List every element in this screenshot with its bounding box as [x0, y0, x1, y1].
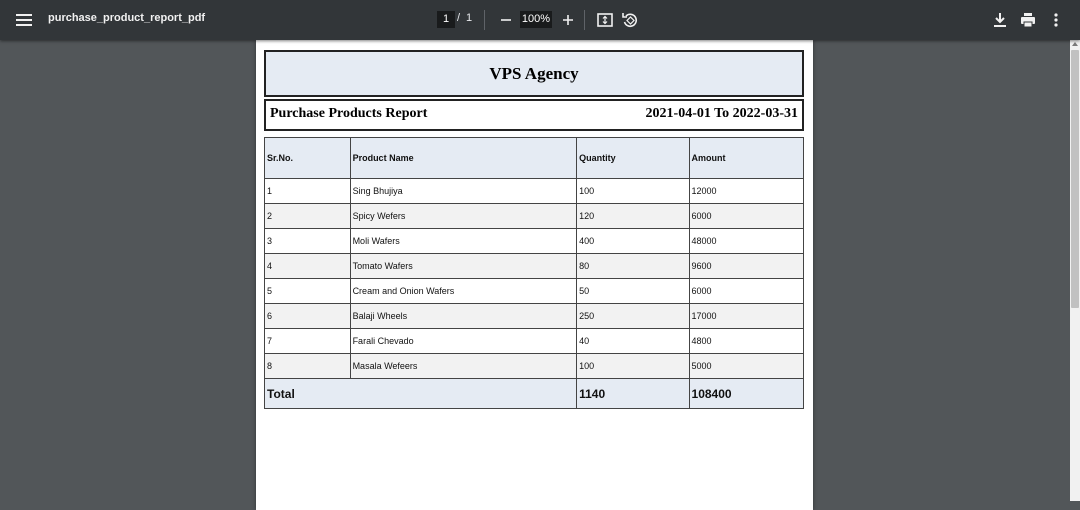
table-cell: 48000	[688, 228, 805, 254]
table-row: 8 Masala Wefeers 100 5000	[264, 353, 805, 379]
zoom-level-input[interactable]: 100%	[520, 11, 552, 28]
toolbar-divider	[484, 10, 485, 30]
table-cell: 2	[264, 203, 351, 229]
column-header: Amount	[688, 137, 805, 179]
table-cell: Masala Wefeers	[349, 353, 578, 379]
table-cell: 250	[576, 303, 690, 329]
purchase-table: Sr.No. Product Name Quantity Amount 1 Si…	[263, 137, 805, 409]
table-cell: 7	[264, 328, 351, 354]
table-cell: 5000	[688, 353, 805, 379]
page-separator: /	[457, 12, 461, 24]
zoom-in-icon[interactable]	[556, 8, 580, 32]
table-cell: 80	[576, 253, 690, 279]
table-cell: Sing Bhujiya	[349, 178, 578, 204]
table-row: 6 Balaji Wheels 250 17000	[264, 303, 805, 329]
table-cell: 4	[264, 253, 351, 279]
company-name: VPS Agency	[264, 50, 804, 97]
table-row: 1 Sing Bhujiya 100 12000	[264, 178, 805, 204]
table-cell: 6000	[688, 203, 805, 229]
more-vert-icon[interactable]	[1044, 8, 1068, 32]
download-icon[interactable]	[988, 8, 1012, 32]
pdf-toolbar: purchase_product_report_pdf 1 / 1 100%	[0, 0, 1080, 40]
page-number-input[interactable]: 1	[437, 11, 455, 28]
toolbar-divider	[584, 10, 585, 30]
report-title: Purchase Products Report	[270, 106, 428, 121]
table-total-row: Total 1140 108400	[263, 378, 805, 409]
total-amount: 108400	[688, 378, 805, 409]
table-cell: 100	[576, 178, 690, 204]
scroll-up-arrow-icon[interactable]	[1072, 42, 1078, 46]
table-cell: Spicy Wefers	[349, 203, 578, 229]
date-range: 2021-04-01 To 2022-03-31	[645, 106, 798, 121]
report-header: Purchase Products Report 2021-04-01 To 2…	[264, 99, 804, 131]
menu-icon[interactable]	[12, 8, 36, 32]
scrollbar-thumb[interactable]	[1071, 50, 1079, 308]
total-quantity: 1140	[576, 378, 690, 409]
table-cell: Farali Chevado	[349, 328, 578, 354]
table-cell: 120	[576, 203, 690, 229]
table-cell: 9600	[688, 253, 805, 279]
table-cell: 12000	[688, 178, 805, 204]
table-cell: 50	[576, 278, 690, 304]
table-row: 3 Moli Wafers 400 48000	[264, 228, 805, 254]
table-cell: 40	[576, 328, 690, 354]
table-row: 5 Cream and Onion Wafers 50 6000	[264, 278, 805, 304]
table-cell: Balaji Wheels	[349, 303, 578, 329]
table-cell: Cream and Onion Wafers	[349, 278, 578, 304]
table-cell: 4800	[688, 328, 805, 354]
table-cell: 17000	[688, 303, 805, 329]
table-cell: Moli Wafers	[349, 228, 578, 254]
column-header: Product Name	[349, 137, 578, 179]
table-row: 7 Farali Chevado 40 4800	[264, 328, 805, 354]
pdf-page: VPS Agency Purchase Products Report 2021…	[256, 40, 813, 510]
print-icon[interactable]	[1016, 8, 1040, 32]
table-cell: 6	[264, 303, 351, 329]
table-row: 4 Tomato Wafers 80 9600	[264, 253, 805, 279]
table-cell: 8	[264, 353, 351, 379]
rotate-icon[interactable]	[618, 8, 642, 32]
table-cell: 100	[576, 353, 690, 379]
page-total: 1	[466, 12, 473, 24]
table-cell: 400	[576, 228, 690, 254]
table-cell: Tomato Wafers	[349, 253, 578, 279]
table-cell: 3	[264, 228, 351, 254]
table-header-row: Sr.No. Product Name Quantity Amount	[264, 137, 805, 179]
table-cell: 6000	[688, 278, 805, 304]
column-header: Quantity	[576, 137, 690, 179]
fit-to-page-icon[interactable]	[593, 8, 617, 32]
table-cell: 5	[264, 278, 351, 304]
document-title: purchase_product_report_pdf	[48, 12, 206, 24]
table-row: 2 Spicy Wefers 120 6000	[264, 203, 805, 229]
column-header: Sr.No.	[264, 137, 351, 179]
table-cell: 1	[264, 178, 351, 204]
zoom-out-icon[interactable]	[494, 8, 518, 32]
total-label: Total	[263, 378, 578, 409]
